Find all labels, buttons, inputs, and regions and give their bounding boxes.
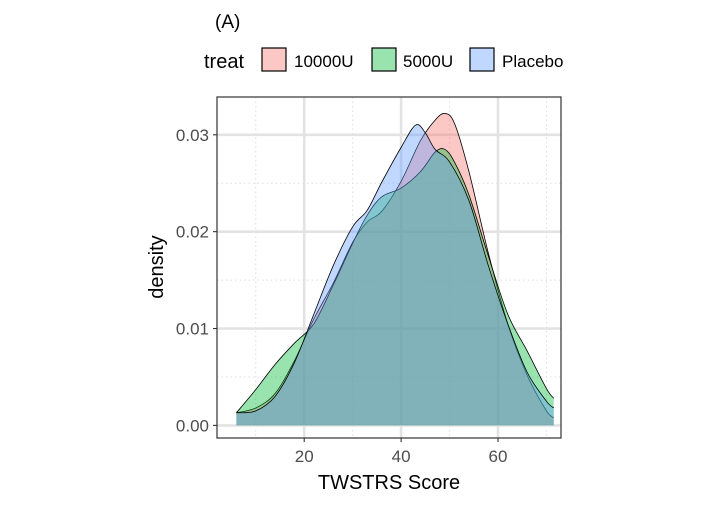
density-areas: [236, 113, 555, 426]
legend-key-bg: [260, 46, 288, 73]
panel-border: [216, 96, 562, 439]
density-line-5000U: [236, 148, 555, 414]
legend-label-10000U: 10000U: [294, 52, 354, 71]
legend-key-Placebo: [469, 47, 495, 72]
panel-label: (A): [215, 12, 240, 33]
density-area-Placebo: [236, 124, 554, 426]
legend-key-bg: [370, 46, 398, 73]
legend-entries: 10000U 5000U Placebo: [260, 46, 563, 73]
minor-grid: [217, 97, 561, 438]
y-tick-label: 0.02: [176, 223, 209, 242]
major-grid: [217, 97, 561, 438]
y-tick-label: 0.00: [176, 416, 209, 435]
density-area-10000U: [236, 113, 554, 426]
legend-label-5000U: 5000U: [403, 52, 453, 71]
legend-key-5000U: [371, 47, 397, 72]
x-tick-label: 60: [489, 447, 508, 466]
y-tick-label: 0.03: [176, 126, 209, 145]
y-tick-label: 0.01: [176, 320, 209, 339]
legend-title: treat: [204, 51, 244, 73]
legend: treat 10000U 5000U Placebo: [204, 46, 563, 73]
y-axis: 0.00 0.01 0.02 0.03: [176, 126, 217, 435]
legend-label-Placebo: Placebo: [502, 52, 563, 71]
x-axis: 20 40 60: [295, 438, 508, 466]
x-axis-label: TWSTRS Score: [318, 472, 460, 494]
x-tick-label: 20: [295, 447, 314, 466]
legend-key-bg: [468, 46, 496, 73]
plot-panel: [217, 97, 561, 438]
y-axis-label: density: [146, 235, 168, 298]
x-tick-label: 40: [392, 447, 411, 466]
density-line-Placebo: [236, 124, 555, 414]
legend-key-10000U: [261, 47, 287, 72]
